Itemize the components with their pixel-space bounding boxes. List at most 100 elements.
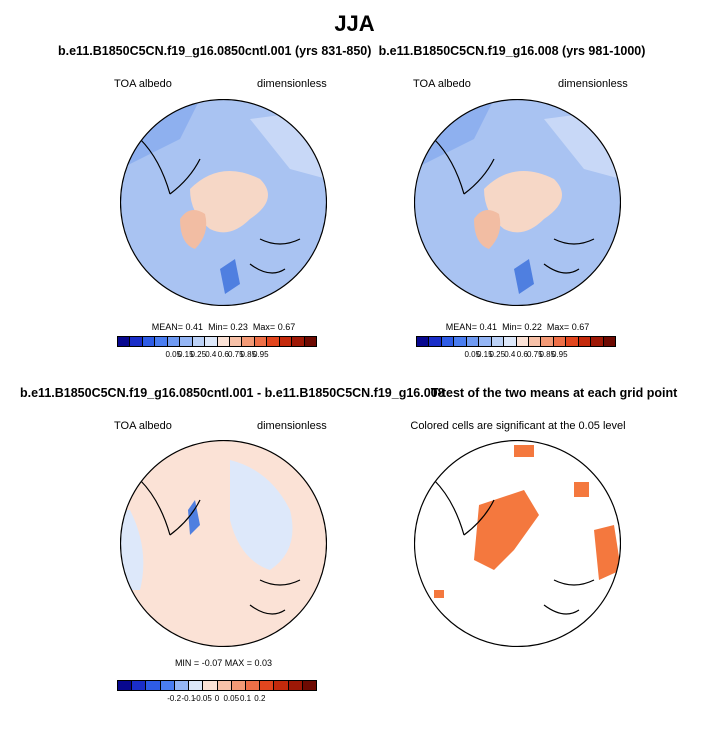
colorbar-swatch bbox=[229, 337, 243, 346]
colorbar-tick-label: 0 bbox=[214, 694, 220, 703]
panel1-map-border bbox=[120, 99, 327, 306]
panel4-subtitle: Colored cells are significant at the 0.0… bbox=[410, 420, 626, 432]
colorbar-swatch bbox=[566, 337, 579, 346]
panel3-map-border bbox=[120, 440, 327, 647]
panel2-units-label: dimensionless bbox=[558, 78, 628, 90]
colorbar-tick-label: 0.15 bbox=[177, 350, 194, 359]
colorbar-swatch bbox=[274, 681, 289, 690]
panel4-sig-region-arctic bbox=[474, 490, 539, 570]
panel2-title: b.e11.B1850C5CN.f19_g16.008 (yrs 981-100… bbox=[378, 44, 646, 58]
panel3-map bbox=[120, 440, 327, 647]
panel4-sig-cell-north bbox=[514, 445, 534, 457]
colorbar-tick-label: 0.6 bbox=[217, 350, 229, 359]
panel2-colorbar-ticks: 0.05 0.15 0.25 0.4 0.6 0.75 0.85 0.95 bbox=[416, 350, 616, 362]
panel1-field-dark bbox=[220, 259, 240, 294]
colorbar-swatch bbox=[288, 681, 303, 690]
panel1-coastlines bbox=[139, 138, 301, 274]
panel1-units-label: dimensionless bbox=[257, 78, 327, 90]
colorbar-swatch bbox=[180, 337, 193, 346]
colorbar-swatch bbox=[429, 337, 442, 346]
colorbar-swatch bbox=[603, 337, 615, 346]
colorbar-tick-label: 0.85 bbox=[539, 350, 556, 359]
colorbar-swatch bbox=[578, 337, 592, 346]
colorbar-tick-label: 0.1 bbox=[240, 694, 252, 703]
colorbar-swatch bbox=[132, 681, 147, 690]
colorbar-swatch bbox=[528, 337, 542, 346]
colorbar-swatch bbox=[205, 337, 218, 346]
colorbar-swatch bbox=[174, 681, 190, 690]
colorbar-tick-label: -0.1 bbox=[181, 694, 196, 703]
colorbar-tick-label: 0.4 bbox=[205, 350, 217, 359]
colorbar-tick-label: 0.15 bbox=[476, 350, 493, 359]
colorbar-tick-label: 0.75 bbox=[227, 350, 244, 359]
colorbar-swatch bbox=[217, 681, 232, 690]
panel4-map bbox=[414, 440, 621, 647]
panel2-map-border bbox=[414, 99, 621, 306]
panel3-stats: MIN = -0.07 MAX = 0.03 bbox=[174, 658, 273, 668]
colorbar-swatch bbox=[192, 337, 206, 346]
panel4-coastlines bbox=[433, 479, 595, 615]
colorbar-swatch bbox=[242, 337, 255, 346]
panel4-title: T-test of the two means at each grid poi… bbox=[430, 386, 678, 400]
colorbar-swatch bbox=[292, 337, 305, 346]
panel1-field-greenland bbox=[180, 210, 207, 249]
colorbar-tick-label: 0.05 bbox=[464, 350, 481, 359]
colorbar-tick-label: 0.95 bbox=[252, 350, 269, 359]
panel3-colorbar-ticks: -0.2 -0.1 -0.05 0 0.05 0.1 0.2 bbox=[117, 694, 317, 706]
colorbar-swatch bbox=[118, 337, 131, 346]
panel2-field-greenland bbox=[474, 210, 501, 249]
colorbar-tick-label: -0.05 bbox=[193, 694, 212, 703]
colorbar-swatch bbox=[245, 681, 261, 690]
panel1-colorbar-ticks: 0.05 0.15 0.25 0.4 0.6 0.75 0.85 0.95 bbox=[117, 350, 317, 362]
colorbar-tick-label: 0.6 bbox=[516, 350, 528, 359]
panel3-field-neg-west bbox=[120, 510, 144, 590]
panel4-map-border bbox=[414, 440, 621, 647]
colorbar-swatch bbox=[591, 337, 604, 346]
colorbar-tick-label: 0.25 bbox=[190, 350, 207, 359]
colorbar-swatch bbox=[479, 337, 492, 346]
colorbar-swatch bbox=[155, 337, 168, 346]
colorbar-swatch bbox=[130, 337, 143, 346]
panel3-title: b.e11.B1850C5CN.f19_g16.0850cntl.001 - b… bbox=[20, 386, 445, 400]
colorbar-swatch bbox=[417, 337, 430, 346]
colorbar-swatch bbox=[189, 681, 204, 690]
panel3-field-min bbox=[188, 500, 200, 535]
panel1-map bbox=[120, 99, 327, 306]
panel2-map bbox=[414, 99, 621, 306]
panel4-sig-cell-ne bbox=[574, 482, 589, 497]
panel1-colorbar bbox=[117, 336, 317, 347]
colorbar-swatch bbox=[516, 337, 529, 346]
colorbar-swatch bbox=[267, 337, 280, 346]
colorbar-tick-label: 0.2 bbox=[254, 694, 266, 703]
colorbar-tick-label: 0.75 bbox=[526, 350, 543, 359]
colorbar-swatch bbox=[304, 337, 316, 346]
panel4-sig-cell-sw bbox=[434, 590, 444, 598]
colorbar-swatch bbox=[217, 337, 230, 346]
colorbar-swatch bbox=[231, 681, 246, 690]
panel2-colorbar bbox=[416, 336, 616, 347]
panel2-variable-label: TOA albedo bbox=[413, 78, 471, 90]
panel2-coastlines bbox=[433, 138, 595, 274]
colorbar-tick-label: 0.85 bbox=[240, 350, 257, 359]
panel1-title: b.e11.B1850C5CN.f19_g16.0850cntl.001 (yr… bbox=[58, 44, 372, 58]
colorbar-swatch bbox=[454, 337, 467, 346]
panel4-sig-region-east bbox=[594, 525, 621, 580]
colorbar-tick-label: 0.05 bbox=[165, 350, 182, 359]
panel1-field-high bbox=[190, 171, 268, 233]
colorbar-swatch bbox=[553, 337, 567, 346]
panel3-coastlines bbox=[139, 479, 301, 615]
colorbar-swatch bbox=[160, 681, 175, 690]
colorbar-swatch bbox=[254, 337, 268, 346]
figure-title: JJA bbox=[334, 11, 375, 36]
panel3-field-neg bbox=[230, 460, 293, 570]
colorbar-tick-label: 0.25 bbox=[489, 350, 506, 359]
panel2-stats: MEAN= 0.41 Min= 0.22 Max= 0.67 bbox=[445, 322, 590, 332]
colorbar-swatch bbox=[167, 337, 181, 346]
colorbar-tick-label: 0.95 bbox=[551, 350, 568, 359]
colorbar-swatch bbox=[260, 681, 275, 690]
colorbar-tick-label: 0.4 bbox=[504, 350, 516, 359]
panel3-field-base bbox=[120, 440, 327, 647]
colorbar-swatch bbox=[118, 681, 133, 690]
colorbar-swatch bbox=[302, 681, 317, 690]
panel3-units-label: dimensionless bbox=[257, 420, 327, 432]
